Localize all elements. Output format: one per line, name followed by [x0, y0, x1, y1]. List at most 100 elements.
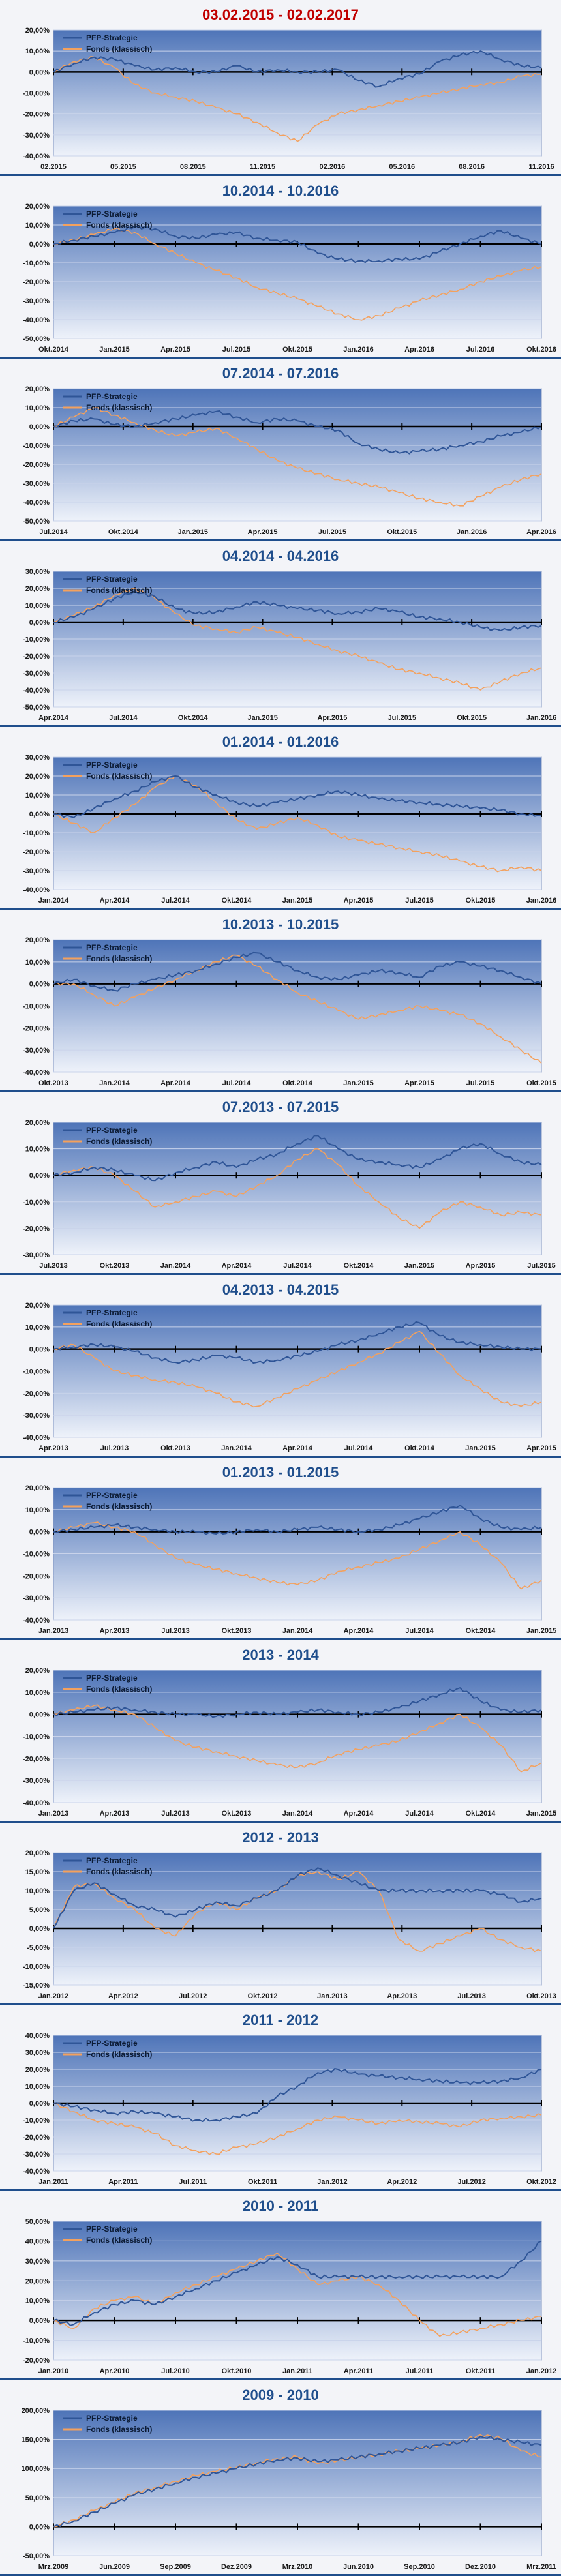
y-tick-label: -30,00%: [23, 2151, 50, 2159]
chart-title: 04.2014 - 04.2016: [222, 548, 339, 564]
x-tick-label: Jul.2014: [405, 1810, 434, 1818]
x-tick-label: Jul.2015: [388, 714, 416, 722]
y-tick-label: 20,00%: [25, 203, 50, 211]
legend-fonds-label: Fonds (klassisch): [86, 44, 152, 53]
x-tick-label: Jan.2014: [282, 1627, 313, 1635]
x-tick-label: Okt.2015: [457, 714, 487, 722]
legend-pfp-label: PFP-Strategie: [86, 1491, 138, 1500]
y-tick-label: -20,00%: [23, 1225, 50, 1233]
x-tick-label: Jul.2014: [161, 897, 190, 905]
y-tick-label: -30,00%: [23, 670, 50, 678]
fonds-series-line: [53, 56, 542, 142]
chart-panel: 2012 - 2013 20,00% 15,00% 10,00% 5,00% 0,00% -…: [0, 1823, 561, 2005]
x-tick-label: Jul.2012: [457, 2178, 485, 2186]
x-tick-label: Okt.2010: [222, 2367, 252, 2375]
y-tick-label: 0,00%: [29, 2100, 50, 2108]
x-tick-label: Apr.2016: [404, 346, 434, 353]
x-tick-label: Jun.2010: [343, 2563, 374, 2571]
y-tick-label: -20,00%: [23, 2134, 50, 2142]
x-tick-label: Sep.2009: [160, 2563, 191, 2571]
y-tick-label: -10,00%: [23, 90, 50, 98]
x-tick-label: Jan.2015: [282, 897, 312, 905]
x-tick-label: Apr.2014: [222, 1262, 252, 1270]
y-tick-label: -40,00%: [23, 1617, 50, 1625]
pfp-series-line: [53, 951, 542, 992]
y-tick-label: 0,00%: [29, 619, 50, 627]
x-tick-label: Jul.2014: [109, 714, 138, 722]
y-tick-label: -20,00%: [23, 653, 50, 661]
x-tick-label: Okt.2014: [178, 714, 209, 722]
x-tick-label: Okt.2013: [100, 1262, 130, 1270]
chart-title: 2011 - 2012: [242, 2012, 319, 2028]
x-tick-label: Jan.2014: [282, 1810, 313, 1818]
y-tick-label: -40,00%: [23, 886, 50, 894]
y-tick-label: -20,00%: [23, 278, 50, 286]
x-tick-label: Okt.2016: [526, 346, 556, 353]
chart-svg: 20,00% 15,00% 10,00% 5,00% 0,00% -5,00% -10,00…: [23, 1850, 556, 2000]
legend-pfp-label: PFP-Strategie: [86, 575, 138, 584]
x-tick-label: Jan.2013: [38, 1627, 68, 1635]
chart-panel: 2011 - 2012 40,00% 30,00% 20,00% 10,00% 0,00%…: [0, 2005, 561, 2191]
y-tick-label: -40,00%: [23, 1799, 50, 1807]
x-tick-label: Okt.2014: [108, 528, 139, 536]
x-tick-label: Apr.2014: [344, 1627, 374, 1635]
x-tick-label: Jan.2013: [317, 1992, 347, 2000]
pfp-series-line: [53, 1687, 542, 1718]
y-tick-label: -10,00%: [23, 830, 50, 837]
chart-panel: 01.2013 - 01.2015 20,00% 10,00% 0,00% -10,00…: [0, 1458, 561, 1640]
chart-svg: 40,00% 30,00% 20,00% 10,00% 0,00% -10,00% -20,…: [23, 2032, 556, 2186]
x-tick-label: Apr.2015: [344, 897, 374, 905]
y-tick-label: -40,00%: [23, 2168, 50, 2176]
y-tick-label: 20,00%: [25, 27, 50, 35]
y-tick-label: 10,00%: [25, 2298, 50, 2305]
y-tick-label: 10,00%: [25, 792, 50, 800]
legend-fonds-label: Fonds (klassisch): [86, 2425, 152, 2434]
plot-area: [53, 2410, 542, 2556]
x-tick-label: 05.2016: [389, 163, 415, 171]
legend-pfp-label: PFP-Strategie: [86, 392, 138, 401]
fonds-series-line: [53, 406, 542, 507]
fonds-series-line: [53, 1521, 542, 1590]
x-tick-label: Okt.2013: [526, 1992, 556, 2000]
pfp-series-line: [53, 2068, 542, 2122]
x-tick-label: Jul.2015: [527, 1262, 555, 1270]
y-tick-label: -30,00%: [23, 867, 50, 875]
y-tick-label: 20,00%: [25, 2277, 50, 2285]
y-tick-label: -30,00%: [23, 132, 50, 140]
chart-panel: 2009 - 2010 200,00% 150,00% 100,00% 50,00% 0,…: [0, 2380, 561, 2576]
legend-pfp-label: PFP-Strategie: [86, 1126, 138, 1135]
pfp-series-line: [53, 1867, 542, 1929]
chart-svg: 20,00% 10,00% 0,00% -10,00% -20,00% -30,00% -4…: [23, 27, 554, 171]
y-tick-label: 5,00%: [29, 1906, 50, 1914]
y-tick-label: -20,00%: [23, 1390, 50, 1398]
pfp-series-line: [53, 2240, 542, 2326]
y-tick-label: -30,00%: [23, 1595, 50, 1602]
y-tick-label: -30,00%: [23, 1777, 50, 1785]
x-tick-label: Okt.2014: [466, 1627, 496, 1635]
x-tick-label: Okt.2015: [387, 528, 417, 536]
x-tick-label: Apr.2015: [248, 528, 278, 536]
x-tick-label: Jun.2009: [99, 2563, 130, 2571]
y-tick-label: 0,00%: [29, 68, 50, 76]
y-tick-label: -40,00%: [23, 1434, 50, 1442]
x-tick-label: Okt.2014: [404, 1445, 435, 1452]
chart-svg: 20,00% 10,00% 0,00% -10,00% -20,00% -30,00% -4…: [23, 1484, 556, 1635]
x-tick-label: Jan.2014: [99, 1079, 130, 1087]
chart-panel: 2013 - 2014 20,00% 10,00% 0,00% -10,00% -20,0…: [0, 1640, 561, 1823]
legend-fonds-label: Fonds (klassisch): [86, 1867, 152, 1876]
y-tick-label: -20,00%: [23, 1755, 50, 1763]
fonds-series-line: [53, 2252, 542, 2337]
x-tick-label: Jan.2014: [221, 1445, 252, 1452]
y-tick-label: 20,00%: [25, 2066, 50, 2074]
x-tick-label: Apr.2011: [344, 2367, 373, 2375]
x-tick-label: Apr.2015: [404, 1079, 434, 1087]
legend-fonds-label: Fonds (klassisch): [86, 403, 152, 412]
chart-svg: 20,00% 10,00% 0,00% -10,00% -20,00% -30,00% -4…: [23, 1302, 556, 1452]
pfp-series-line: [53, 1135, 542, 1182]
x-tick-label: Okt.2013: [222, 1627, 252, 1635]
